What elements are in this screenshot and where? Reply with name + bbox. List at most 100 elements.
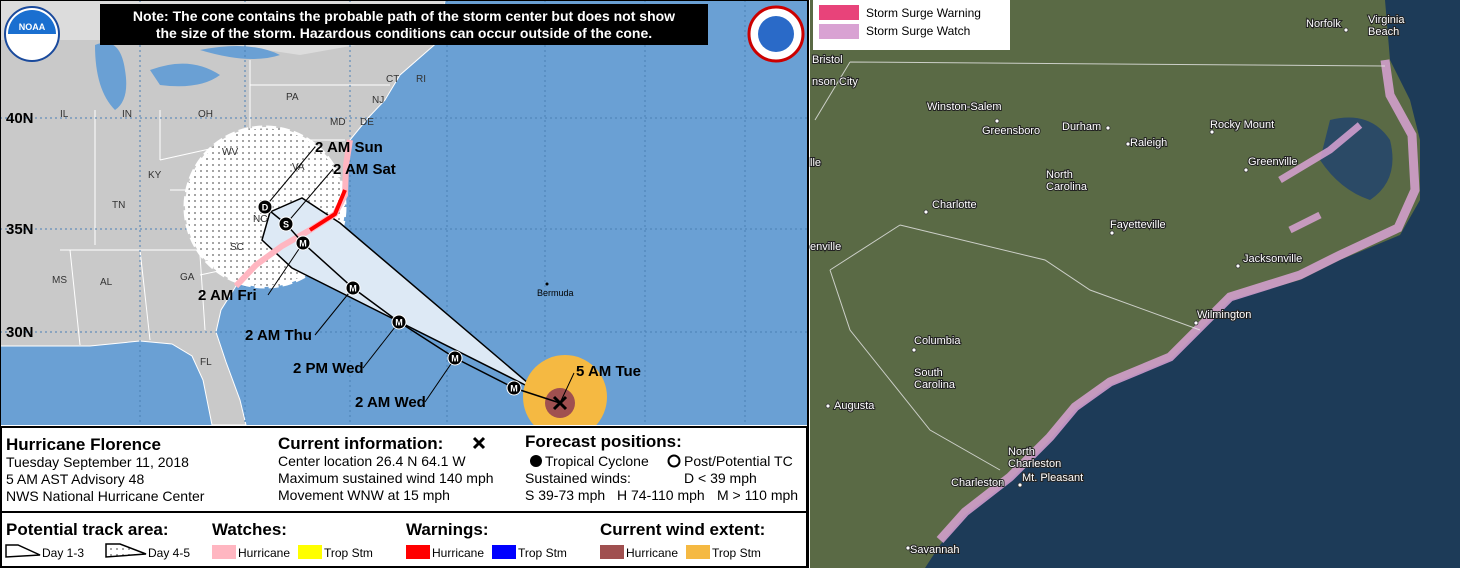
swatch	[600, 545, 624, 559]
info-text: S 39-73 mph	[525, 487, 605, 503]
city-label: Rocky Mount	[1210, 119, 1274, 131]
bermuda-dot	[545, 282, 549, 286]
time-label: 2 AM Sun	[315, 139, 383, 156]
info-text: Movement WNW at 15 mph	[278, 487, 450, 503]
city-label: Augusta	[834, 400, 875, 412]
city-dot	[1109, 230, 1115, 236]
time-label: 2 AM Sat	[333, 161, 396, 178]
state-label: SC	[230, 242, 244, 253]
city-dot	[1243, 167, 1249, 173]
city-dot	[1193, 320, 1199, 326]
city-label: Columbia	[914, 335, 961, 347]
legend-title: Current wind extent:	[600, 520, 765, 539]
city-dot	[995, 104, 1001, 110]
legend-item: Day 1-3	[42, 546, 84, 560]
section-title: Current information:	[278, 434, 443, 453]
forecast-marker	[278, 216, 294, 232]
legend-item: Trop Stm	[712, 546, 761, 560]
state-label: CT	[386, 74, 399, 85]
city-label: Wilmington	[1197, 309, 1251, 321]
state-label: NJ	[372, 95, 384, 106]
leader-line	[314, 287, 354, 336]
time-label: 5 AM Tue	[576, 363, 641, 380]
city-label: North	[1008, 446, 1035, 458]
info-text: Tuesday September 11, 2018	[6, 454, 189, 470]
state-label: TN	[112, 200, 125, 211]
info-text: M > 110 mph	[717, 487, 798, 503]
info-text: Center location 26.4 N 64.1 W	[278, 453, 466, 469]
marker-letter: S	[283, 220, 289, 230]
ptc-icon	[667, 454, 681, 468]
city-label: Charleston	[1008, 458, 1061, 470]
swatch	[492, 545, 516, 559]
time-label: 2 AM Wed	[355, 394, 426, 411]
city-label: North	[1046, 169, 1073, 181]
latitude-label: 35N	[6, 221, 34, 238]
forecast-marker	[391, 314, 407, 330]
city-label: Winston-Salem	[927, 101, 1002, 113]
storm-name: Hurricane Florence	[6, 435, 161, 454]
city-label: Norfolk	[1306, 18, 1341, 30]
state-label: MD	[330, 117, 346, 128]
leader-line	[285, 168, 334, 225]
state-label: WV	[222, 147, 238, 158]
place-label: Bermuda	[537, 288, 574, 298]
city-dot	[1343, 27, 1349, 33]
city-dot	[911, 347, 917, 353]
time-label: 2 AM Thu	[245, 327, 312, 344]
forecast-marker	[506, 380, 522, 396]
forecast-marker	[295, 235, 311, 251]
city-dot	[1017, 482, 1023, 488]
surge-watch-area	[936, 59, 1420, 543]
legend-item: Day 4-5	[148, 546, 190, 560]
city-label: Carolina	[1046, 181, 1088, 193]
swatch	[686, 545, 710, 559]
time-label: 2 PM Wed	[293, 360, 364, 377]
leader-line	[424, 357, 456, 403]
city-label: Mt. Pleasant	[1022, 472, 1083, 484]
sound	[1320, 117, 1393, 200]
section-title: Forecast positions:	[525, 432, 682, 451]
state-label: NC	[253, 214, 267, 225]
legend-title: Watches:	[212, 520, 287, 539]
city-dot	[997, 480, 1003, 486]
state-label: RI	[416, 74, 426, 85]
left-frame	[0, 0, 809, 568]
forecast-map: ILINOHPANJCTRIMDDEWVVAKYTNNCSCGAALMSFL M…	[0, 0, 808, 425]
day-4-5-swatch	[105, 543, 147, 558]
legend-item: Storm Surge Watch	[866, 24, 970, 38]
leader-line	[362, 321, 400, 369]
state-label: AL	[100, 277, 113, 288]
city-label: Raleigh	[1130, 137, 1167, 149]
city-label: Carolina	[914, 379, 956, 391]
forecast-marker	[447, 350, 463, 366]
info-text: Post/Potential TC	[684, 453, 793, 469]
nws-logo-inner	[758, 16, 794, 52]
info-text: 5 AM AST Advisory 48	[6, 471, 144, 487]
graticule	[0, 0, 808, 425]
marker-letter: M	[395, 318, 403, 328]
state-label: IL	[60, 109, 69, 120]
city-label: Virginia	[1368, 14, 1405, 26]
leader-line	[559, 372, 575, 404]
city-dot	[1235, 263, 1241, 269]
state-label: FL	[200, 357, 212, 368]
city-label: Fayetteville	[1110, 219, 1166, 231]
info-text: Sustained winds:	[525, 470, 631, 486]
marker-letter: M	[510, 384, 518, 394]
leader-line	[267, 242, 304, 296]
great-lakes	[95, 42, 280, 110]
info-box	[0, 426, 808, 568]
marker-letter: M	[299, 239, 307, 249]
state-label: GA	[180, 272, 195, 283]
city-label: Beach	[1368, 26, 1399, 38]
city-dot	[1209, 129, 1215, 135]
state-label: DE	[360, 117, 374, 128]
forecast-marker	[257, 199, 273, 215]
surge-warning-swatch	[819, 5, 859, 20]
state-label: MS	[52, 275, 67, 286]
marker-letter: M	[451, 354, 459, 364]
